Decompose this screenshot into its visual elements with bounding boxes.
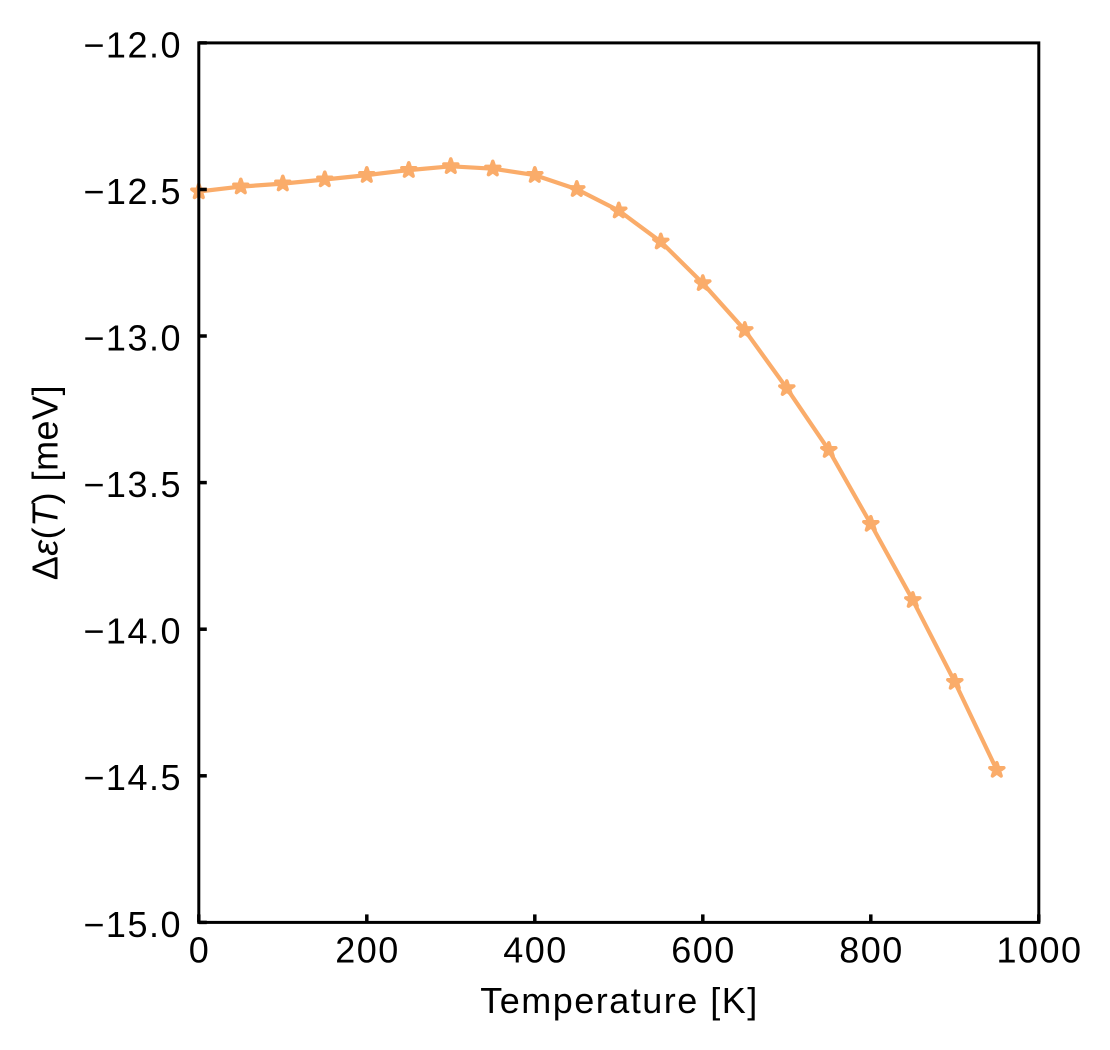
svg-text:−12.0: −12.0 — [83, 24, 182, 65]
svg-text:−13.0: −13.0 — [83, 317, 182, 358]
svg-text:−12.5: −12.5 — [83, 171, 182, 212]
svg-text:600: 600 — [671, 930, 736, 971]
svg-text:−14.0: −14.0 — [83, 611, 182, 652]
svg-text:−14.5: −14.5 — [83, 757, 182, 798]
svg-text:0: 0 — [189, 930, 211, 971]
svg-text:−15.0: −15.0 — [83, 904, 182, 945]
svg-text:200: 200 — [335, 930, 400, 971]
svg-text:Δε(T) [meV]: Δε(T) [meV] — [25, 385, 66, 580]
svg-text:−13.5: −13.5 — [83, 464, 182, 505]
svg-text:800: 800 — [839, 930, 904, 971]
svg-text:Temperature [K]: Temperature [K] — [480, 980, 759, 1021]
svg-text:400: 400 — [503, 930, 568, 971]
svg-text:1000: 1000 — [996, 930, 1082, 971]
